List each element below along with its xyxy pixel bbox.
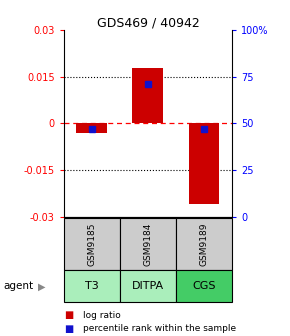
Text: ■: ■ [64, 324, 73, 334]
Bar [120, 270, 176, 302]
Bar [188, 124, 219, 204]
Text: DITPA: DITPA [132, 282, 164, 291]
Bar [64, 270, 120, 302]
Text: agent: agent [3, 281, 33, 291]
Text: ■: ■ [64, 310, 73, 320]
Bar [64, 218, 120, 270]
Title: GDS469 / 40942: GDS469 / 40942 [97, 16, 199, 29]
Text: GSM9189: GSM9189 [200, 223, 209, 266]
Text: ▶: ▶ [38, 281, 45, 291]
Text: log ratio: log ratio [83, 311, 120, 320]
Bar [176, 270, 232, 302]
Bar [133, 68, 163, 124]
Text: CGS: CGS [192, 282, 216, 291]
Text: GSM9184: GSM9184 [143, 223, 153, 266]
Bar [76, 124, 107, 133]
Text: percentile rank within the sample: percentile rank within the sample [83, 324, 236, 333]
Text: GSM9185: GSM9185 [87, 223, 96, 266]
Bar [176, 218, 232, 270]
Text: T3: T3 [85, 282, 99, 291]
Bar [120, 218, 176, 270]
